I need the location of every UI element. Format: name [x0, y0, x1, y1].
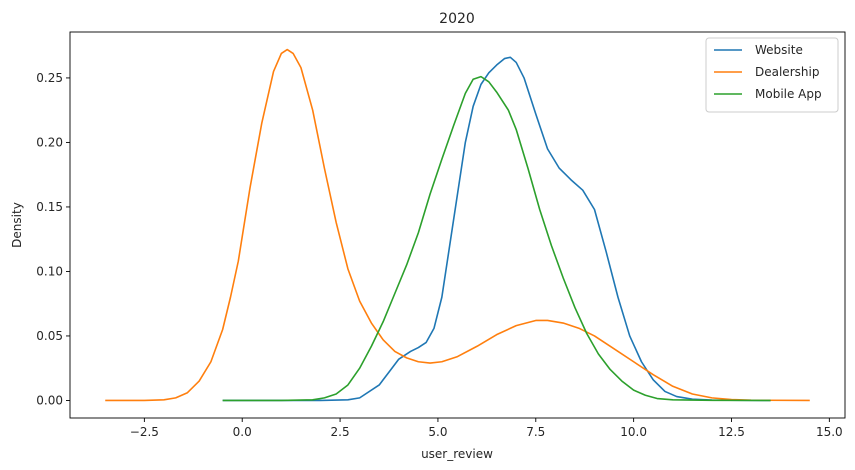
x-axis-label: user_review — [421, 447, 493, 461]
y-tick-label: 0.20 — [36, 135, 63, 149]
y-tick-label: 0.00 — [36, 393, 63, 407]
x-tick-label: 10.0 — [620, 425, 647, 439]
y-tick-label: 0.25 — [36, 71, 63, 85]
legend-label-website: Website — [755, 43, 803, 57]
y-tick-label: 0.15 — [36, 200, 63, 214]
legend-label-dealership: Dealership — [755, 65, 819, 79]
x-tick-label: 5.0 — [428, 425, 447, 439]
plot-lines — [105, 48, 810, 402]
plot-frame — [69, 31, 846, 419]
legend: Website Dealership Mobile App — [705, 37, 839, 113]
legend-label-mobile-app: Mobile App — [755, 87, 822, 101]
x-axis-ticks: −2.5 0.0 2.5 5.0 7.5 10.0 12.5 15.0 — [130, 418, 843, 439]
series-line-website — [222, 56, 771, 402]
chart-title: 2020 — [439, 11, 475, 27]
y-tick-label: 0.05 — [36, 329, 63, 343]
x-tick-label: −2.5 — [130, 425, 159, 439]
y-axis-label: Density — [10, 202, 24, 248]
x-tick-label: 15.0 — [816, 425, 843, 439]
y-tick-label: 0.10 — [36, 264, 63, 278]
x-tick-label: 0.0 — [233, 425, 252, 439]
series-line-dealership — [105, 48, 810, 402]
x-tick-label: 7.5 — [526, 425, 545, 439]
series-line-mobile-app — [222, 75, 771, 402]
y-axis-ticks: 0.00 0.05 0.10 0.15 0.20 0.25 — [36, 71, 70, 407]
x-tick-label: 2.5 — [331, 425, 350, 439]
x-tick-label: 12.5 — [718, 425, 745, 439]
